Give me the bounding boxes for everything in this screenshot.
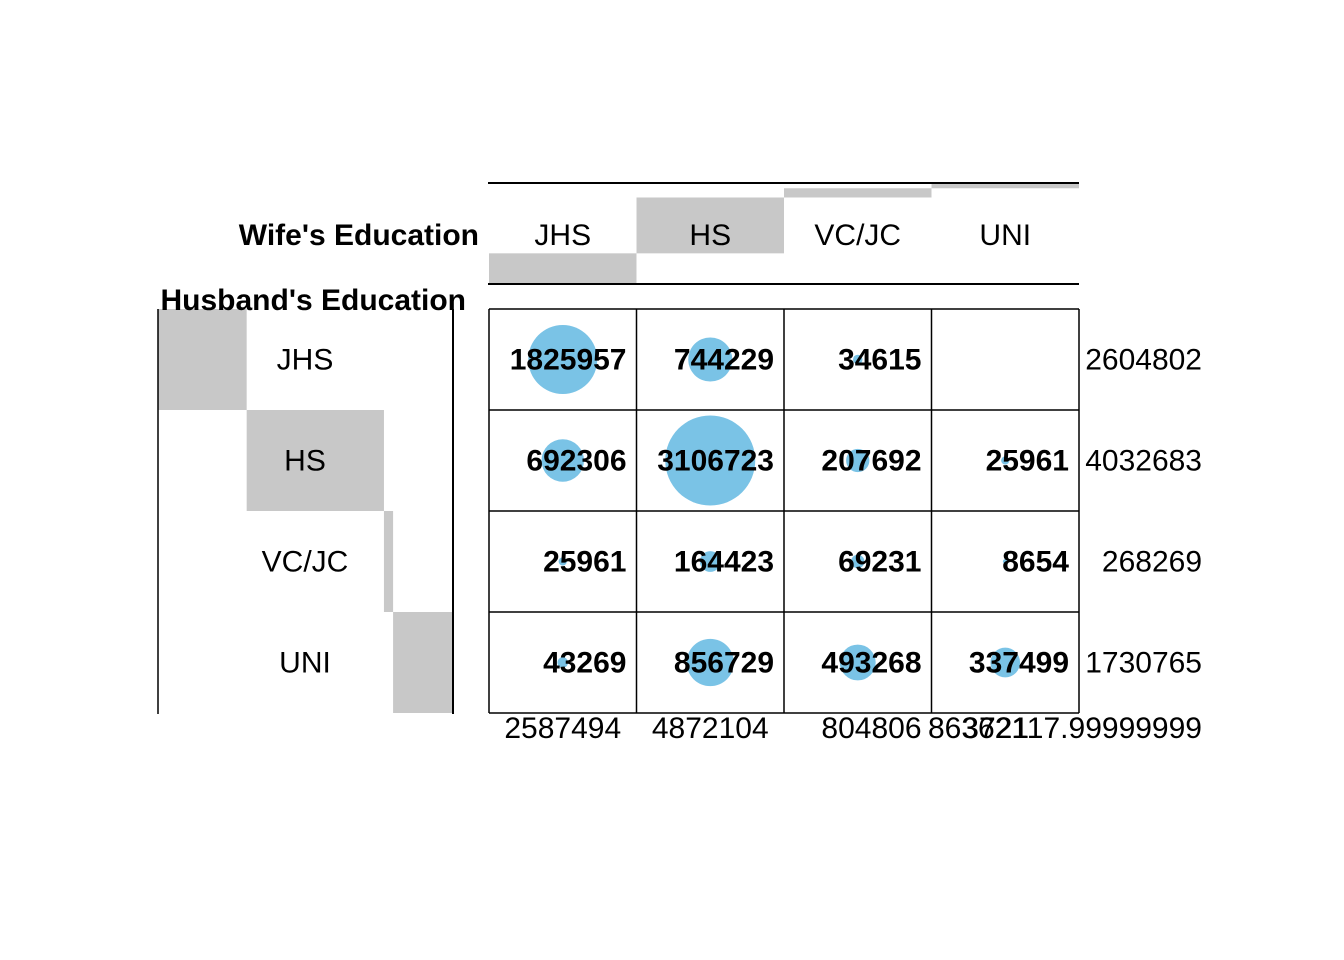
column-title: Wife's Education <box>239 219 479 252</box>
column-total: 804806 <box>821 712 921 745</box>
column-marginal-bars <box>489 184 1079 283</box>
cell-value-labels: 1825957 744229 34615 692306 3106723 207692 259… <box>510 344 1070 680</box>
row-header: VC/JC <box>262 546 349 579</box>
column-total: 4872104 <box>652 712 769 745</box>
cell-bubble <box>990 647 1021 678</box>
cell-value: 493268 <box>821 647 921 680</box>
cell-value: 8654 <box>1002 546 1069 579</box>
cell-value: 25961 <box>543 546 626 579</box>
cell-value: 69231 <box>838 546 921 579</box>
column-header: VC/JC <box>814 219 901 252</box>
row-total: 4032683 <box>1085 445 1202 478</box>
cell-value: 164423 <box>674 546 774 579</box>
table-frame <box>157 182 1079 714</box>
cell-value: 3106723 <box>657 445 774 478</box>
column-margin-bar <box>784 188 932 198</box>
cell-bubble <box>839 644 876 681</box>
cell-bubble <box>1002 559 1008 564</box>
row-margin-bar <box>393 612 452 713</box>
cell-value: 25961 <box>986 445 1069 478</box>
row-total: 1730765 <box>1085 647 1202 680</box>
cell-value: 1825957 <box>510 344 627 377</box>
cell-bubble <box>686 638 734 687</box>
row-title: Husband's Education <box>161 284 467 317</box>
row-header: UNI <box>279 647 331 680</box>
cell-value: 337499 <box>969 647 1069 680</box>
cell-bubble <box>846 448 870 473</box>
cell-value: 856729 <box>674 647 774 680</box>
row-header: HS <box>284 445 326 478</box>
cell-value: 744229 <box>674 344 774 377</box>
row-totals: 2604802 4032683 268269 1730765 <box>1085 344 1202 680</box>
row-total: 268269 <box>1102 546 1202 579</box>
cell-bubble <box>1001 456 1010 465</box>
cell-bubble <box>665 415 756 506</box>
row-margin-bar <box>246 410 384 511</box>
cell-grid <box>488 308 1080 714</box>
cell-bubble <box>541 439 584 482</box>
cell-bubble <box>853 354 863 365</box>
column-headers: JHS HS VC/JC UNI <box>534 219 1031 252</box>
headers: Wife's Education Husband's Education <box>161 219 480 317</box>
cell-bubble <box>688 337 733 382</box>
cell-value: 692306 <box>526 445 626 478</box>
row-total: 2604802 <box>1085 344 1202 377</box>
row-header: JHS <box>277 344 334 377</box>
column-margin-bar <box>636 197 784 254</box>
column-total: 372117.99999999 <box>962 712 1202 745</box>
cell-bubble <box>851 554 865 569</box>
row-headers: JHS HS VC/JC UNI <box>262 344 349 680</box>
bubbles <box>528 325 1021 687</box>
cell-value: 207692 <box>821 445 921 478</box>
column-margin-bar <box>489 253 637 283</box>
cell-bubble <box>528 325 598 394</box>
cell-value: 43269 <box>543 647 626 680</box>
row-marginal-bars <box>158 309 452 713</box>
cell-bubble <box>699 551 721 572</box>
column-header: HS <box>689 219 731 252</box>
column-totals: 2587494 4872104 804806 863621372117.9999999… <box>504 712 1202 745</box>
row-margin-bar <box>383 511 394 612</box>
row-margin-bar <box>158 309 247 410</box>
column-header: JHS <box>534 219 591 252</box>
cell-value: 34615 <box>838 344 921 377</box>
cell-bubble <box>557 657 569 668</box>
column-total: 863621 <box>928 712 1028 745</box>
column-margin-bar <box>931 184 1079 189</box>
column-total: 2587494 <box>504 712 621 745</box>
column-header: UNI <box>979 219 1031 252</box>
cell-bubble <box>558 557 567 566</box>
